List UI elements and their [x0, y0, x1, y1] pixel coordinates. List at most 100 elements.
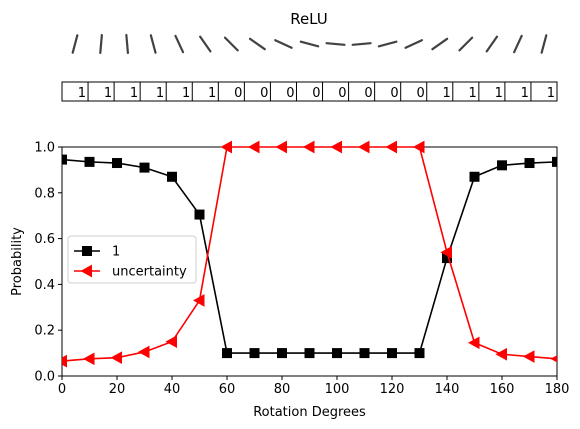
prediction-label: 1	[547, 86, 555, 101]
data-point	[167, 171, 177, 182]
legend: 1 uncertainty	[67, 235, 197, 284]
x-tick-label: 0	[58, 382, 66, 397]
prediction-label: 0	[234, 86, 242, 101]
rotated-digit	[174, 34, 185, 54]
data-point	[524, 158, 535, 169]
rotated-digit	[377, 40, 398, 48]
data-point	[62, 154, 67, 165]
digit-stroke	[325, 42, 346, 46]
prediction-strip: 1 1 1 1 1 1 0 0 0 0 0 0 0 0 1 1 1 1 1	[61, 81, 558, 102]
y-tick-label: 0.8	[34, 186, 55, 201]
data-point	[330, 140, 342, 154]
data-point	[82, 352, 95, 366]
digit-stroke	[458, 36, 474, 52]
prediction-label: 0	[312, 86, 320, 101]
data-point	[385, 140, 397, 154]
series-uncertainty	[62, 140, 557, 368]
digit-stroke	[149, 34, 157, 54]
digit-stroke	[174, 34, 185, 54]
digit-stroke	[274, 39, 293, 49]
rotated-digit	[274, 39, 293, 49]
prediction-label: 0	[286, 86, 294, 101]
data-point	[440, 245, 452, 259]
data-point	[192, 294, 205, 307]
rotated-digit	[404, 39, 423, 49]
prediction-label: 0	[364, 86, 372, 101]
data-point	[62, 354, 67, 368]
digit-stroke	[404, 39, 423, 49]
digit-stroke	[99, 33, 103, 55]
x-tick-label: 160	[490, 382, 515, 397]
prediction-label: 1	[130, 86, 138, 101]
x-tick-label: 120	[380, 382, 405, 397]
y-tick-label: 0.6	[34, 232, 55, 247]
prediction-label: 0	[416, 86, 424, 101]
digit-stroke	[71, 34, 79, 54]
digit-stroke	[248, 37, 266, 51]
probability-plot: 0 20 40 60 80 100 120 140 160 180 0.0 0.2 0.4 0.6 0.8 1…	[10, 141, 569, 421]
y-tick-label: 0.2	[34, 324, 55, 339]
data-point	[467, 336, 480, 350]
data-point	[275, 140, 287, 154]
rotated-digit	[99, 33, 103, 55]
x-tick-label: 40	[164, 382, 181, 397]
y-tick-label: 1.0	[34, 141, 55, 156]
digit-stroke	[431, 37, 449, 51]
digit-stroke	[299, 40, 320, 48]
prediction-label: 1	[495, 86, 503, 101]
rotated-digit	[223, 36, 239, 52]
data-point	[137, 345, 150, 359]
data-point	[357, 140, 370, 154]
data-point	[495, 347, 507, 361]
digit-stroke	[377, 40, 398, 48]
rotated-digit	[513, 34, 523, 54]
rotated-digit	[299, 40, 320, 48]
data-point	[84, 156, 95, 167]
prediction-strip-border	[61, 81, 558, 102]
prediction-label: 1	[156, 86, 164, 101]
series-class-1	[62, 154, 557, 359]
prediction-label: 1	[443, 86, 451, 101]
prediction-label: 0	[260, 86, 268, 101]
y-axis-label: Probability	[10, 227, 25, 296]
digit-stroke	[125, 33, 130, 55]
data-point	[110, 351, 122, 365]
x-tick-label: 20	[109, 382, 126, 397]
prediction-label: 1	[104, 86, 112, 101]
x-tick-label: 60	[219, 382, 236, 397]
legend-marker	[82, 246, 92, 256]
rotated-digit	[325, 42, 346, 46]
data-point	[497, 160, 507, 171]
data-point	[304, 348, 315, 359]
digit-stroke	[485, 35, 499, 53]
y-tick-label: 0.0	[34, 370, 55, 385]
x-tick-label: 100	[325, 382, 350, 397]
x-axis-label: Rotation Degrees	[253, 405, 366, 420]
x-tick-label: 80	[274, 382, 291, 397]
data-point	[552, 156, 557, 167]
data-point	[277, 348, 287, 359]
rotated-digit	[199, 35, 212, 53]
data-point	[220, 140, 232, 154]
data-point	[302, 140, 315, 154]
rotated-digit	[351, 42, 372, 46]
data-point	[222, 348, 232, 359]
y-tick-label: 0.4	[34, 278, 55, 293]
data-point	[522, 350, 535, 363]
rotated-digit	[458, 36, 474, 52]
figure-title: ReLU	[290, 10, 328, 28]
data-point	[249, 348, 260, 359]
digit-stroke	[351, 42, 372, 46]
data-point	[194, 209, 205, 220]
data-point	[332, 348, 342, 359]
rotated-digit	[149, 34, 157, 54]
prediction-label: 1	[182, 86, 190, 101]
legend-marker	[80, 264, 92, 278]
rotated-digit	[540, 34, 548, 54]
prediction-label: 0	[338, 86, 346, 101]
rotated-digit-strip	[71, 33, 548, 55]
prediction-label: 1	[521, 86, 529, 101]
legend-label: 1	[112, 245, 120, 260]
digit-stroke	[513, 34, 523, 54]
